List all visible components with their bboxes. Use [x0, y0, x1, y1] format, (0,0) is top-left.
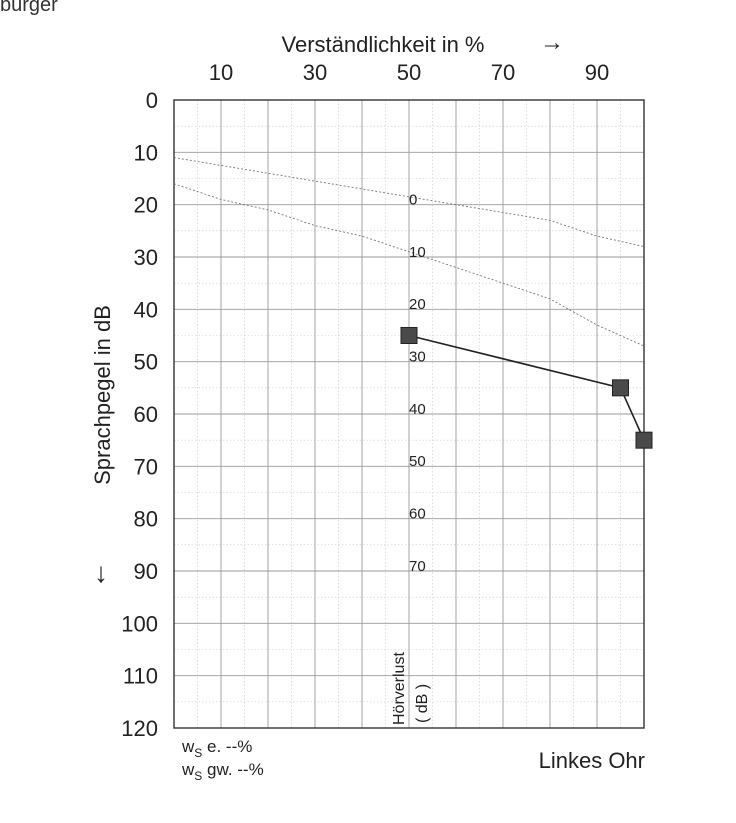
y-tick-label: 0 [146, 88, 158, 113]
data-point [635, 431, 653, 449]
y-tick-label: 20 [134, 193, 158, 218]
hearing-loss-label: 0 [409, 191, 417, 208]
y-axis-label: Sprachpegel in dB [90, 305, 115, 485]
x-tick-label: 50 [397, 60, 421, 85]
reference-curve [173, 183, 645, 347]
y-tick-label: 110 [123, 664, 158, 689]
x-tick-label: 90 [585, 60, 609, 85]
y-tick-label: 100 [121, 611, 158, 636]
hearing-loss-label: 50 [409, 453, 426, 470]
y-tick-label: 50 [134, 350, 158, 375]
data-point [400, 327, 418, 344]
x-tick-label: 30 [303, 60, 327, 85]
ear-label: Linkes Ohr [539, 748, 645, 773]
reference-curve [173, 157, 645, 247]
y-tick-label: 40 [134, 297, 158, 322]
y-tick-label: 120 [121, 716, 158, 741]
ws-e-label: wS e. --% [181, 737, 252, 760]
y-tick-label: 30 [134, 245, 158, 270]
hearing-loss-label: 20 [409, 296, 426, 313]
x-tick-label: 10 [209, 60, 233, 85]
header-fragment: burger [0, 0, 58, 16]
hearing-loss-label: 40 [409, 401, 426, 418]
x-axis-label: Verständlichkeit in % [282, 32, 485, 57]
data-point [612, 379, 629, 397]
y-tick-label: 90 [134, 559, 158, 584]
y-tick-label: 60 [134, 402, 158, 427]
x-axis-arrow: → [540, 29, 564, 56]
y-tick-label: 70 [134, 454, 158, 479]
plot-frame [173, 99, 645, 729]
hearing-loss-title: Hörverlust [391, 652, 408, 725]
hearing-loss-label: 70 [409, 558, 426, 575]
hearing-loss-label: 10 [409, 244, 426, 261]
y-tick-label: 10 [134, 140, 158, 165]
hearing-loss-label: 30 [409, 348, 426, 365]
hearing-loss-label: 60 [409, 505, 426, 522]
y-tick-label: 80 [134, 507, 158, 532]
hearing-loss-unit: ( dB ) [414, 684, 431, 723]
y-axis-arrow: ↓ [94, 557, 108, 588]
x-tick-label: 70 [491, 60, 515, 85]
ws-gw-label: wS gw. --% [181, 760, 264, 783]
